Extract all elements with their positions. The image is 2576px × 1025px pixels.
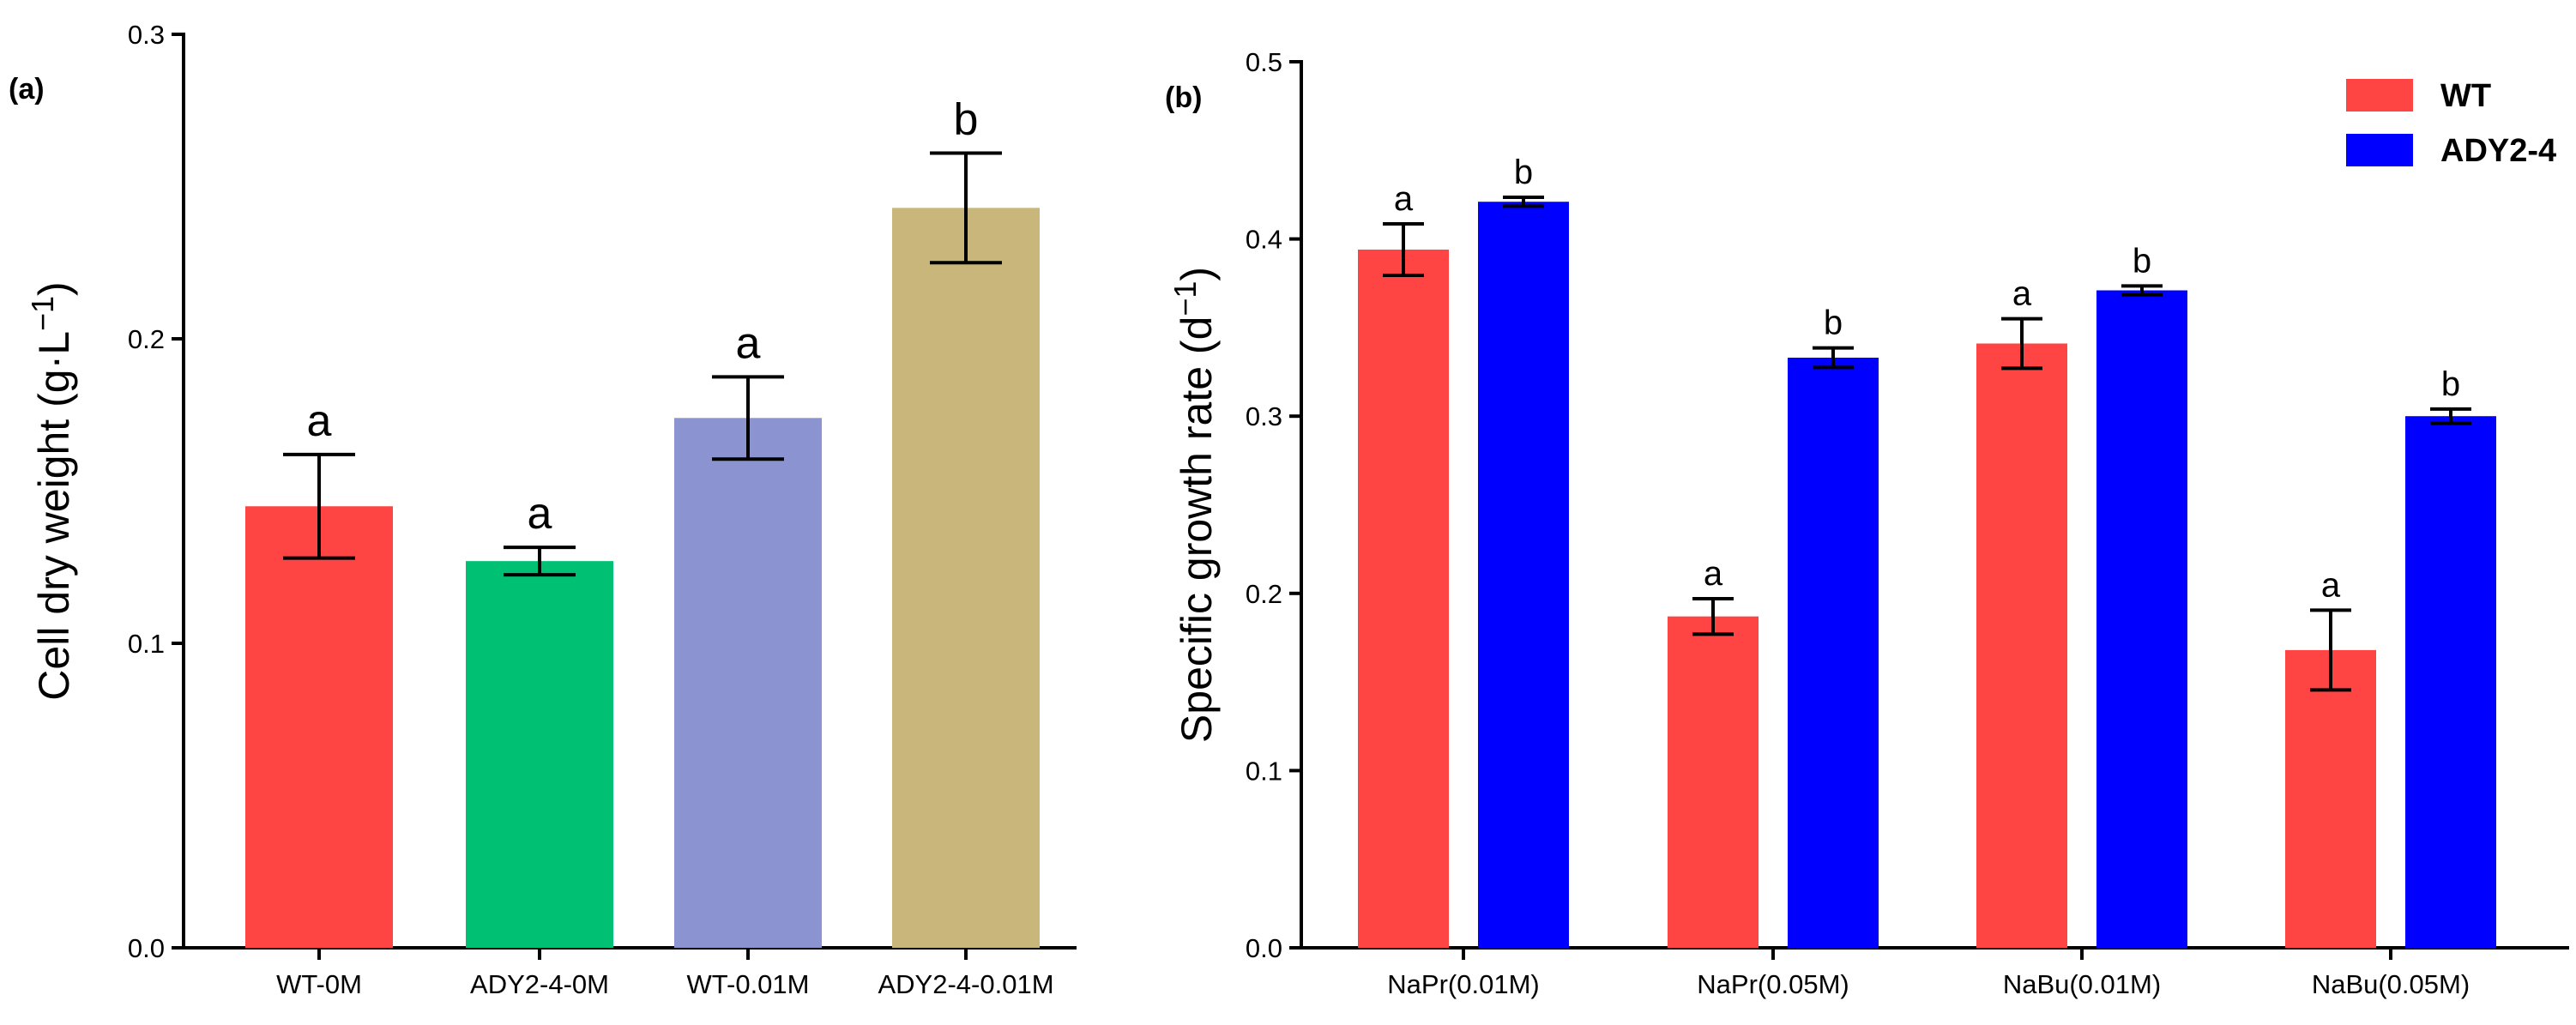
panel-a-bar [674, 418, 822, 948]
panel-b-y-tick-label: 0.2 [1246, 579, 1282, 609]
panel-a-significance-label: a [307, 396, 332, 446]
panel-b-y-axis-title: Specific growth rate (d−1) [1167, 267, 1221, 743]
panel-b-legend-label: ADY2-4 [2440, 133, 2556, 169]
panel-b-category-label: NaBu(0.01M) [2003, 969, 2161, 999]
panel-b-bar-ady2-4 [1478, 202, 1569, 949]
panel-b-significance-label: a [1704, 555, 1723, 593]
panel-b-y-axis-title-end: ) [1173, 267, 1221, 281]
panel-b-panel-label: (b) [1165, 81, 1202, 114]
panel-b-significance-label: a [1394, 180, 1414, 218]
panel-b-y-tick-label: 0.1 [1246, 756, 1282, 786]
panel-b-y-tick-label: 0.5 [1246, 47, 1282, 77]
panel-b-significance-label: b [1514, 154, 1533, 191]
panel-b-bar-wt [1976, 343, 2067, 948]
panel-b-bar-ady2-4 [2096, 290, 2187, 948]
panel-b-bar-ady2-4 [2405, 416, 2496, 948]
panel-a-significance-label: a [736, 318, 761, 368]
panel-a-category-label: ADY2-4-0M [470, 969, 609, 999]
panel-b-significance-label: b [2441, 365, 2460, 403]
chart-panel-b: 0.0 0.1 0.2 0.3 0.4 0.5 Specific growth rate (… [1165, 47, 2569, 999]
panel-a-y-axis-title-sup: −1 [25, 296, 60, 331]
panel-a-bar [892, 208, 1040, 949]
panel-b-significance-label: b [2133, 242, 2151, 280]
panel-b-significance-label: b [1824, 304, 1843, 342]
panel-a-y-tick-label: 0.2 [128, 324, 165, 354]
panel-b-y-tick-label: 0.4 [1246, 225, 1282, 255]
panel-b-bar-wt [1668, 616, 1759, 948]
panel-a-bar [466, 561, 613, 948]
panel-a-significance-label: b [954, 94, 979, 144]
panel-a-y-axis-title: Cell dry weight (g·L−1) [25, 281, 78, 700]
panel-b-y-tick-label: 0.0 [1246, 933, 1282, 963]
panel-a-y-tick-label: 0.1 [128, 629, 165, 659]
panel-b-legend-label: WT [2440, 78, 2491, 114]
panel-b-bar-wt [1358, 249, 1449, 949]
panel-b-bar-wt [2285, 649, 2376, 948]
panel-b-category-label: NaBu(0.05M) [2312, 969, 2470, 999]
panel-a-category-label: ADY2-4-0.01M [878, 969, 1053, 999]
panel-a-y-axis-title-end: ) [30, 281, 78, 296]
panel-b-significance-label: a [2012, 275, 2032, 313]
panel-a-significance-label: a [528, 489, 552, 539]
panel-b-y-axis-title-main: Specific growth rate (d [1173, 317, 1221, 743]
panel-b-legend-swatch-wt [2346, 79, 2413, 112]
panel-a-category-label: WT-0M [276, 969, 362, 999]
panel-b-y-axis-title-sup: −1 [1167, 281, 1203, 317]
panel-b-bar-ady2-4 [1788, 358, 1879, 949]
panel-b-significance-label: a [2321, 566, 2341, 604]
chart-panel-a: 0.0 0.1 0.2 0.3 Cell dry weight (g·L−1) (a) a W… [9, 20, 1077, 999]
panel-a-category-label: WT-0.01M [687, 969, 810, 999]
panel-a-y-tick-label: 0.0 [128, 933, 165, 963]
panel-a-panel-label: (a) [9, 73, 45, 106]
panel-b-category-label: NaPr(0.01M) [1387, 969, 1539, 999]
panel-b-y-tick-label: 0.3 [1246, 401, 1282, 431]
panel-a-y-axis-title-main: Cell dry weight (g·L [30, 331, 78, 701]
panel-b-category-label: NaPr(0.05M) [1697, 969, 1849, 999]
panel-a-bar [245, 506, 393, 948]
panel-b-legend-swatch-ady2-4 [2346, 134, 2413, 166]
panel-a-y-tick-label: 0.3 [128, 20, 165, 50]
